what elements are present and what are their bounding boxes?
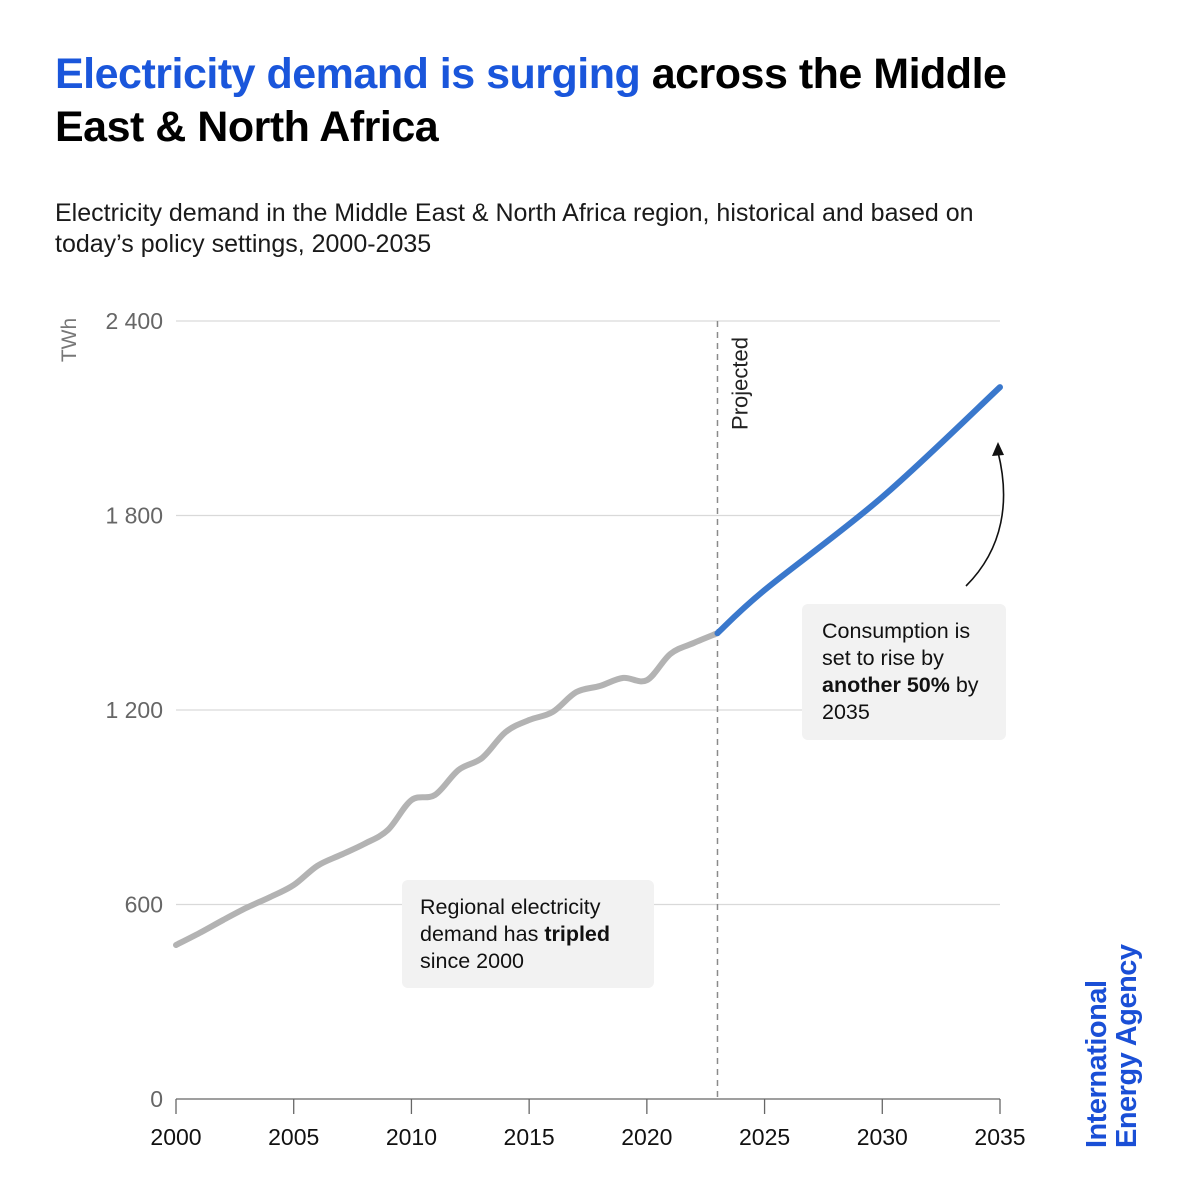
y-tick-label: 1 800 [105,503,163,529]
projected-label: Projected [727,337,752,430]
projected-callout: Consumption is set to rise by another 50… [802,604,1006,740]
iea-logo: International Energy Agency [1081,908,1143,1148]
projected-callout-text: Consumption is set to rise by [822,619,971,670]
y-tick-label: 600 [125,892,163,918]
x-tick-label: 2010 [386,1124,437,1150]
historical-callout-bold: tripled [544,922,611,946]
title-rest: across the Middle East & North Africa [55,50,1007,151]
y-tick-label: 2 400 [105,308,163,334]
y-axis-label: TWh [58,318,81,362]
series-lines [173,384,1003,949]
title-highlight: Electricity demand is surging [55,50,641,98]
historical-callout-post: since 2000 [420,949,524,973]
y-axis-tick-labels: 0 600 1 200 1 800 2 400 [105,308,163,1112]
x-tick-label: 2025 [739,1124,790,1150]
projected-callout-post: by 2035 [822,673,979,724]
projected-callout-bold: another 50% [822,673,950,697]
x-tick-label: 2015 [504,1124,555,1150]
x-tick-label: 2030 [857,1124,908,1150]
x-tick-label: 2005 [268,1124,319,1150]
historical-callout: Regional electricity demand has tripled … [402,880,654,988]
x-axis: 2000 2005 2010 2015 2020 2025 2030 2035 [150,1098,1026,1150]
chart-title: Electricity demand is surging across the… [55,48,1055,154]
chart-subtitle: Electricity demand in the Middle East & … [55,199,974,258]
series-line-projected [714,384,1003,637]
y-tick-label: 1 200 [105,697,163,723]
y-tick-label: 0 [150,1086,163,1112]
brand-line-1: International [1081,980,1113,1148]
x-tick-label: 2020 [621,1124,672,1150]
brand-line-2: Energy Agency [1111,944,1143,1148]
x-tick-label: 2035 [974,1124,1025,1150]
x-tick-label: 2000 [150,1124,201,1150]
growth-arrow-icon [965,442,1005,587]
historical-callout-text: Regional electricity demand has [420,895,601,946]
series-line-historical [173,630,721,949]
